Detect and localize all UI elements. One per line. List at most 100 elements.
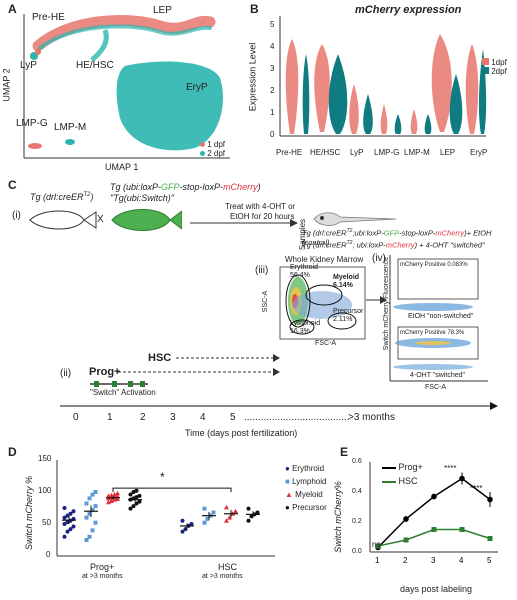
legend-2dpf: 2 dpf <box>207 149 226 158</box>
scatter-point <box>137 493 142 498</box>
cluster-lyp: LyP <box>20 60 37 71</box>
cluster-lep: LEP <box>153 5 172 16</box>
line-ytick-06: 0.6 <box>352 458 362 465</box>
scatter-legend: ● Erythroid ■ Lymphoid ▲ Myeloid ● Precu… <box>285 464 327 512</box>
scatter-point <box>246 518 251 523</box>
violin-xtick-6: EryP <box>470 148 488 157</box>
hsc-label: HSC <box>148 352 172 364</box>
violin-ytick-3: 3 <box>270 64 275 73</box>
violin-ytick-1: 1 <box>270 108 275 117</box>
timeline-arrows <box>90 354 280 387</box>
violin-ylabel: Expression Level <box>247 42 258 112</box>
line-x-tick: 3 <box>431 556 436 565</box>
umap-ylabel: UMAP 2 <box>1 68 12 102</box>
marrow-facs-plot <box>279 266 366 340</box>
time-tick-3: 3 <box>170 412 176 423</box>
time-axis <box>60 402 498 410</box>
line-x-tick: 1 <box>375 556 380 565</box>
scatter-point <box>84 538 89 542</box>
scatter-point <box>93 520 98 525</box>
scatter-point <box>115 490 120 496</box>
scatter-point <box>90 492 95 497</box>
scatter-point <box>131 490 136 494</box>
line-x-tick: 5 <box>487 556 492 565</box>
violin-xtick-1: HE/HSC <box>310 148 341 157</box>
scatter-point <box>211 510 216 515</box>
line-star-day5: **** <box>470 484 483 493</box>
step-i-label: (i) <box>12 210 21 221</box>
facs-box2-pct: mCherry Positive 78.3% <box>400 330 465 336</box>
violin-title: mCherry expression <box>355 4 462 16</box>
violin-xtick-3: LMP-G <box>374 148 400 157</box>
cluster-eryp: EryP <box>186 82 208 93</box>
violin-legend: 1dpf 2dpf <box>482 58 507 76</box>
larva-icon <box>313 212 397 226</box>
legend-2dpf: 2dpf <box>491 67 507 76</box>
violin-xtick-2: LyP <box>350 148 364 157</box>
scatter-point <box>137 499 142 504</box>
time-end: >3 months <box>348 412 395 423</box>
line-ytick-02: 0.2 <box>352 518 362 525</box>
scatter-point <box>112 492 117 497</box>
umap-plot <box>23 14 230 159</box>
cluster-lmp-g: LMP-G <box>16 118 48 129</box>
scatter-point <box>87 496 92 501</box>
legend-hsc: HSC <box>398 476 418 486</box>
scatter-ytick-0: 0 <box>46 550 51 559</box>
switch-activation: "Switch" Activation <box>90 388 156 397</box>
fish2-alias: "Tg(ubi:Switch)" <box>110 193 174 203</box>
legend-myeloid: Myeloid <box>295 490 323 499</box>
fish-white-icon <box>29 210 97 230</box>
scatter-point <box>233 508 238 514</box>
panel-b-label: B <box>250 2 259 16</box>
scatter-point <box>90 507 95 512</box>
line-ylabel: Switch mCherry% <box>332 481 343 553</box>
scatter-point <box>205 516 210 521</box>
line-point <box>403 516 409 522</box>
scatter-point <box>180 529 185 534</box>
scatter-ylabel: Switch mCherry % <box>24 475 35 551</box>
scatter-point <box>189 522 194 526</box>
line-ytick-04: 0.4 <box>352 488 362 495</box>
scatter-point <box>224 504 229 510</box>
line-point <box>487 536 493 541</box>
scatter-point <box>71 509 76 514</box>
legend-1dpf: 1dpf <box>491 58 507 67</box>
line-legend: Prog+ HSC <box>382 460 423 488</box>
cluster-pre-he: Pre-HE <box>32 12 65 23</box>
violin-ytick-4: 4 <box>270 42 275 51</box>
line-x-tick: 4 <box>459 556 464 565</box>
time-tick-1: 1 <box>107 412 113 423</box>
scatter-point <box>93 490 98 494</box>
time-axis-label: Time (days post fertilization) <box>185 428 298 438</box>
line-point <box>431 527 437 532</box>
line-star-day4: **** <box>444 464 457 473</box>
facs-box2-label: 4-OHT "switched" <box>410 372 466 379</box>
fish-icons <box>29 209 182 231</box>
switched-sample: Tg (drl:creERT2; ubi:loxP-mCherry) + 4-O… <box>302 240 485 250</box>
gate-precursor: Precursor 2.11% <box>333 308 364 323</box>
scatter-ytick-100: 100 <box>38 486 52 495</box>
scatter-point <box>87 511 92 516</box>
treatment-text-1: Treat with 4-OHT or <box>225 202 296 211</box>
legend-erythroid: Erythroid <box>292 464 325 473</box>
scatter-point <box>93 504 98 509</box>
scatter-point <box>227 515 232 520</box>
scatter-point <box>90 528 95 533</box>
scatter-point <box>62 515 67 520</box>
scatter-point <box>62 522 67 526</box>
line-point <box>431 493 437 500</box>
scatter-point <box>180 518 185 523</box>
cluster-lmp-m: LMP-M <box>54 122 87 133</box>
legend-lymphoid: Lymphoid <box>292 477 327 486</box>
treatment-text-2: EtOH for 20 hours <box>230 212 295 221</box>
violin-xtick-5: LEP <box>440 148 456 157</box>
scatter-point <box>109 498 114 503</box>
panel-c-label: C <box>8 178 17 192</box>
scatter-point <box>71 524 76 529</box>
panel-d-label: D <box>8 445 17 459</box>
violin-xtick-4: LMP-M <box>404 148 430 157</box>
time-tick-5: 5 <box>230 412 236 423</box>
time-tick-4: 4 <box>200 412 206 423</box>
scatter-point <box>84 501 89 506</box>
